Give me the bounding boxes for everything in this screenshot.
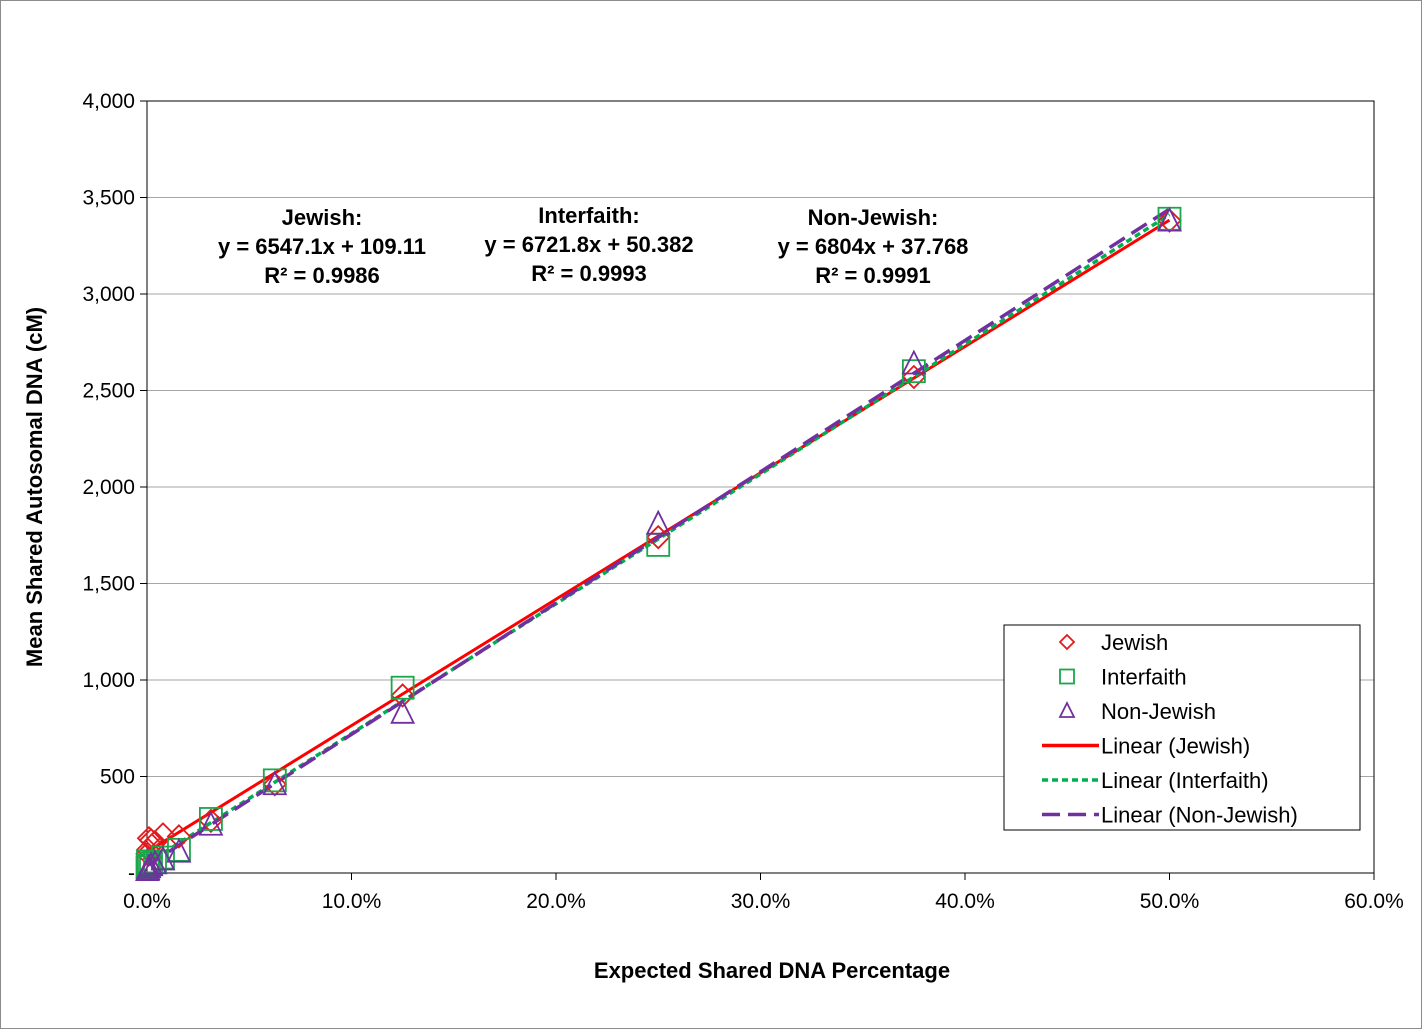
y-tick-label: 2,500 <box>82 380 135 403</box>
data-point-jewish <box>390 683 415 708</box>
y-axis-title: Mean Shared Autosomal DNA (cM) <box>22 307 47 667</box>
annotation-1-line: Jewish: <box>282 205 363 230</box>
annotation-1-line: y = 6547.1x + 109.11 <box>218 234 426 259</box>
x-tick-label: 40.0% <box>935 890 995 913</box>
data-point-interfaith <box>901 359 926 384</box>
legend-square-icon <box>1059 668 1075 685</box>
data-point-interfaith <box>262 768 287 793</box>
legend: Jewish Interfaith Non-Jewish Linear (Jewish… <box>1003 624 1361 831</box>
legend-triangle-icon <box>1058 700 1076 718</box>
x-tick-label: 60.0% <box>1344 890 1404 913</box>
annotation-3-line: R² = 0.9991 <box>815 263 931 288</box>
equation-annotations: Jewish: y = 6547.1x + 109.11 R² = 0.9986 In… <box>218 203 968 288</box>
data-point-non-jewish <box>262 770 288 796</box>
y-tick-label: - <box>128 862 135 885</box>
data-point-jewish <box>198 808 224 834</box>
y-tick-label: 500 <box>100 766 135 789</box>
data-point-non-jewish <box>1157 206 1182 232</box>
y-tick-label: 1,500 <box>82 573 135 596</box>
y-tick-label: 1,000 <box>82 669 135 692</box>
legend-label: Linear (Jewish) <box>1101 734 1250 759</box>
x-tick-label: 10.0% <box>322 890 382 913</box>
trendline-non-jewish <box>146 207 1171 868</box>
annotation-3-line: Non-Jewish: <box>808 205 939 230</box>
data-point-non-jewish <box>901 349 927 375</box>
trendlines <box>146 207 1171 868</box>
x-tick-label: 50.0% <box>1140 890 1200 913</box>
data-point-interfaith <box>390 675 415 700</box>
annotation-3-line: y = 6804x + 37.768 <box>778 234 969 259</box>
annotation-2-line: Interfaith: <box>538 203 639 228</box>
data-point-non-jewish <box>198 810 224 836</box>
data-point-jewish <box>1157 208 1182 233</box>
x-axis-title: Expected Shared DNA Percentage <box>594 958 950 983</box>
x-tick-label: 0.0% <box>123 890 171 913</box>
legend-label: Interfaith <box>1101 665 1187 690</box>
y-tick-label: 3,000 <box>82 283 135 306</box>
annotation-2-line: y = 6721.8x + 50.382 <box>484 232 693 257</box>
legend-label: Linear (Interfaith) <box>1101 768 1269 793</box>
data-point-non-jewish <box>645 509 671 535</box>
data-point-non-jewish <box>135 856 160 882</box>
data-point-non-jewish <box>166 837 192 863</box>
legend-label: Linear (Non-Jewish) <box>1101 803 1298 828</box>
legend-label: Non-Jewish <box>1101 699 1216 724</box>
gridlines <box>147 100 1374 777</box>
legend-label: Jewish <box>1101 630 1168 655</box>
annotation-1-line: R² = 0.9986 <box>264 263 380 288</box>
data-point-non-jewish <box>150 845 176 871</box>
y-tick-label: 2,000 <box>82 476 135 499</box>
data-point-jewish <box>136 825 162 851</box>
data-point-interfaith <box>199 807 223 831</box>
y-tick-label: 4,000 <box>82 90 135 113</box>
legend-box <box>1003 624 1361 831</box>
annotation-2-line: R² = 0.9993 <box>531 261 647 286</box>
x-tick-label: 30.0% <box>731 890 791 913</box>
axes: - 500 1,000 1,500 2,000 2,500 3,000 3,500 4,000 0… <box>82 90 1403 913</box>
data-point-non-jewish <box>138 851 164 877</box>
data-point-non-jewish <box>390 698 416 724</box>
y-tick-label: 3,500 <box>82 187 135 210</box>
x-tick-label: 20.0% <box>526 890 586 913</box>
data-markers <box>135 206 1182 882</box>
legend-diamond-icon <box>1058 633 1076 651</box>
data-point-jewish <box>262 771 288 797</box>
